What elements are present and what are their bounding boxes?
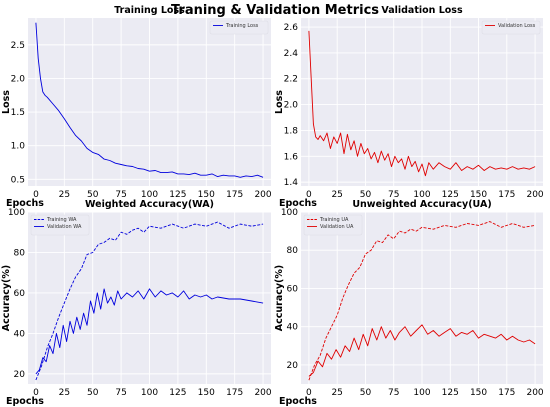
- x-tick-label: 125: [442, 388, 459, 398]
- y-axis-label: Accuracy(%): [1, 265, 12, 332]
- x-tick-label: 100: [141, 388, 158, 398]
- x-tick-label: 175: [226, 388, 243, 398]
- y-tick-label: 0.5: [11, 175, 25, 185]
- y-tick-label: 1.4: [284, 178, 299, 188]
- x-tick-label: 150: [198, 388, 215, 398]
- x-tick-label: 50: [87, 388, 99, 398]
- x-tick-label: 75: [115, 190, 126, 200]
- x-axis-label: Epochs: [279, 396, 317, 407]
- legend-box: [481, 20, 541, 35]
- panel-title: Training Loss: [114, 5, 185, 16]
- x-axis-label: Epochs: [6, 198, 44, 209]
- y-tick-label: 2.6: [284, 23, 299, 33]
- x-tick-label: 50: [87, 190, 99, 200]
- legend: Training Loss: [209, 20, 269, 35]
- x-tick-label: 75: [115, 388, 126, 398]
- x-tick-label: 25: [59, 388, 70, 398]
- chart-panels: 0 25 50 75 100 125 150 175 2000.51.01.52.02.5Tra…: [1, 5, 544, 407]
- y-tick-label: 80: [14, 248, 26, 258]
- x-tick-label: 150: [470, 388, 487, 398]
- chart-panel-weighted-accuracy-wa: 0 25 50 75 100 125 150 175 200 20 40 60 80 100 Weighte…: [1, 199, 272, 407]
- x-tick-label: 75: [388, 388, 399, 398]
- figure-title: Traning & Validation Metrics: [171, 3, 379, 18]
- y-tick-label: 2.5: [11, 41, 25, 51]
- y-tick-label: 60: [14, 289, 26, 299]
- x-axis-label: Epochs: [6, 396, 44, 407]
- x-tick-label: 200: [254, 190, 271, 200]
- series-line-training-loss: [35, 22, 264, 178]
- panel-title: Unweighted Accuracy(UA): [352, 199, 491, 210]
- x-tick-label: 200: [526, 190, 543, 200]
- y-tick-label: 1.5: [11, 108, 25, 118]
- x-tick-label: 150: [470, 190, 487, 200]
- chart-panel-unweighted-accuracy-ua: 0 25 50 75 100 125 150 175 200 20 40 60 80 100 Unweigh…: [274, 199, 544, 407]
- x-tick-label: 0: [306, 190, 312, 200]
- legend-box: [209, 20, 269, 35]
- x-tick-label: 200: [526, 388, 543, 398]
- legend-label: Training Loss: [225, 23, 259, 29]
- y-axis-label: Loss: [1, 90, 12, 114]
- panel-title: Validation Loss: [381, 5, 463, 16]
- x-tick-label: 25: [331, 190, 342, 200]
- x-tick-label: 75: [388, 190, 399, 200]
- y-tick-label: 100: [281, 208, 298, 218]
- panel-title: Weighted Accuracy(WA): [85, 199, 214, 210]
- legend-label: Validation WA: [47, 224, 82, 230]
- x-tick-label: 50: [360, 388, 372, 398]
- y-tick-label: 100: [8, 208, 25, 218]
- x-tick-label: 175: [226, 190, 243, 200]
- x-tick-label: 125: [442, 190, 459, 200]
- series-line-validation-wa: [35, 288, 264, 375]
- x-tick-label: 25: [331, 388, 342, 398]
- x-tick-label: 175: [498, 388, 515, 398]
- legend-label: Training WA: [46, 217, 77, 223]
- y-tick-label: 2.4: [284, 49, 299, 59]
- x-tick-label: 0: [306, 388, 312, 398]
- y-tick-label: 2.2: [284, 75, 298, 85]
- y-tick-label: 1.8: [284, 126, 299, 136]
- x-tick-label: 150: [198, 190, 215, 200]
- series-line-training-ua: [308, 221, 536, 381]
- x-tick-label: 125: [169, 190, 186, 200]
- y-tick-label: 20: [287, 361, 299, 371]
- legend-label: Training UA: [319, 217, 349, 223]
- chart-panel-validation-loss: 0 25 50 75 100 125 150 175 200 1.4 1.6 1.8 2.0 2.2 2.4…: [274, 5, 544, 209]
- y-axis-label: Accuracy(%): [274, 265, 285, 332]
- legend-box: [303, 214, 363, 236]
- y-axis-label: Loss: [274, 90, 285, 114]
- y-tick-label: 40: [287, 323, 299, 333]
- x-tick-label: 100: [413, 388, 430, 398]
- y-tick-label: 2.0: [284, 101, 299, 111]
- series-line-training-wa: [35, 221, 264, 381]
- y-tick-label: 40: [14, 329, 26, 339]
- x-tick-label: 0: [33, 190, 39, 200]
- legend-label: Validation Loss: [498, 23, 536, 29]
- y-tick-label: 60: [287, 284, 299, 294]
- x-tick-label: 25: [59, 190, 70, 200]
- series-line-validation-loss: [308, 30, 536, 177]
- legend-label: Validation UA: [320, 224, 354, 230]
- x-tick-label: 50: [360, 190, 372, 200]
- x-tick-label: 100: [141, 190, 158, 200]
- y-tick-label: 2.0: [11, 74, 26, 84]
- x-axis-label: Epochs: [279, 198, 317, 209]
- chart-panel-training-loss: 0 25 50 75 100 125 150 175 200 0.5 1.0 1.5 2.0 2.5 Tra…: [1, 5, 272, 209]
- y-tick-label: 80: [287, 246, 299, 256]
- legend-box: [30, 214, 90, 236]
- x-tick-label: 175: [498, 190, 515, 200]
- x-tick-label: 100: [413, 190, 430, 200]
- x-tick-label: 125: [169, 388, 186, 398]
- y-tick-label: 1.6: [284, 152, 299, 162]
- y-tick-label: 20: [14, 370, 26, 380]
- x-tick-label: 0: [33, 388, 39, 398]
- x-tick-label: 200: [254, 388, 271, 398]
- legend: Validation Loss: [481, 20, 541, 35]
- y-tick-label: 1.0: [11, 142, 26, 152]
- series-line-validation-ua: [308, 324, 536, 377]
